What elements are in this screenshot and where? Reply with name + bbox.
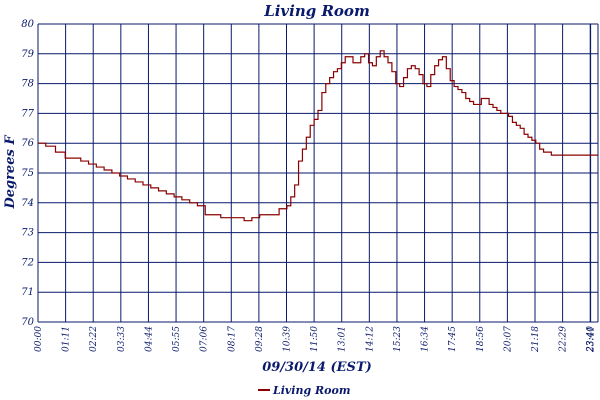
y-tick-label: 70	[21, 317, 34, 328]
x-tick-label: 16:34	[421, 326, 431, 352]
y-tick-label: 72	[21, 257, 34, 268]
x-tick-label: 09:28	[255, 326, 265, 352]
x-tick-label: 05:55	[172, 326, 182, 352]
y-tick-label: 78	[21, 79, 34, 90]
y-tick-label: 79	[21, 49, 34, 60]
x-tick-label: 04:44	[144, 326, 154, 352]
y-tick-label: 71	[21, 287, 34, 298]
x-tick-label: 17:45	[448, 326, 458, 352]
y-tick-label: 77	[21, 108, 34, 119]
x-tick-label: 22:29	[559, 326, 569, 353]
y-tick-label: 80	[21, 19, 34, 30]
x-axis-label: 09/30/14 (EST)	[262, 360, 372, 375]
x-tick-label: 07:06	[200, 326, 210, 352]
series-line-living-room	[38, 50, 598, 222]
chart-title: Living Room	[263, 2, 370, 20]
series-group	[38, 50, 598, 222]
legend: Living Room	[258, 384, 350, 397]
x-tick-label: 13:01	[338, 326, 348, 352]
x-tick-label: 10:39	[283, 326, 293, 352]
x-tick-label: 21:18	[531, 326, 541, 353]
y-tick-label: 74	[21, 198, 34, 209]
x-tick-label: 23:41	[587, 326, 597, 353]
x-tick-label: 23:40	[586, 326, 596, 353]
x-tick-label: 11:50	[310, 326, 320, 352]
y-axis-ticks: 70 71 72 73 74 75 76 77 78 79 80	[21, 19, 34, 328]
x-axis-ticks: 00:00 01:11 02:22 03:33 04:44 05:55 07:06 08:17…	[34, 326, 597, 353]
grid	[37, 23, 599, 323]
y-tick-label: 75	[21, 168, 34, 179]
x-tick-label: 03:33	[117, 326, 127, 352]
x-tick-label: 15:23	[393, 326, 403, 352]
x-tick-label: 20:07	[503, 326, 513, 353]
y-axis-label: Degrees F	[3, 135, 18, 210]
legend-label: Living Room	[272, 384, 350, 397]
x-tick-label: 00:00	[34, 326, 44, 352]
y-tick-label: 76	[21, 138, 34, 149]
x-tick-label: 18:56	[476, 326, 486, 352]
x-tick-label: 02:22	[89, 326, 99, 352]
x-tick-label: 01:11	[62, 326, 72, 352]
x-tick-label: 14:12	[365, 326, 375, 352]
x-tick-label: 08:17	[227, 326, 237, 352]
y-tick-label: 73	[21, 228, 34, 239]
